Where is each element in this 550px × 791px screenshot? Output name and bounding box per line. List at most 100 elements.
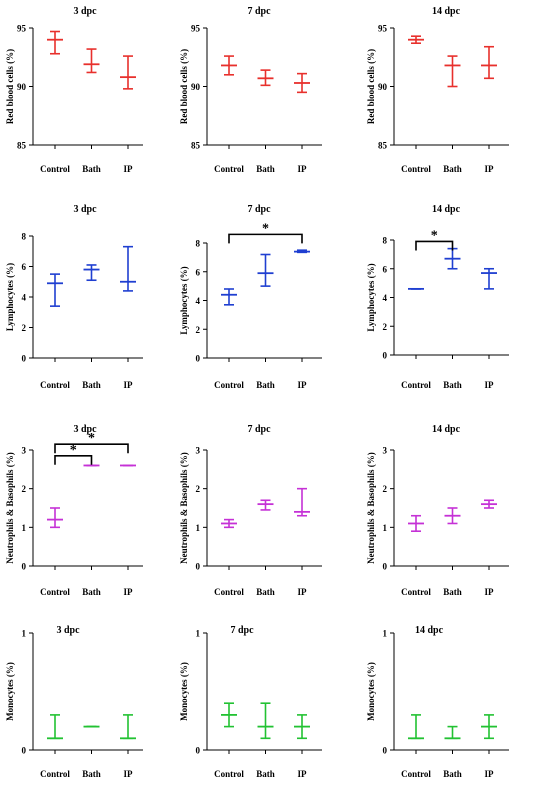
y-tick-label: 85 [191,141,201,151]
x-tick-label: Control [401,380,431,390]
y-tick-label: 3 [22,446,27,456]
x-tick-label: IP [298,164,308,174]
y-tick-label: 0 [196,562,201,572]
chart-panel-10: 3 dpc Monocytes (%) 0 1 Control Bath IP [5,625,143,779]
y-tick-label: 90 [17,82,27,92]
significance-bracket [228,233,303,244]
x-tick-label: Bath [443,164,462,174]
y-tick-label: 0 [22,746,27,756]
x-tick-label: IP [485,380,495,390]
y-tick-label: 85 [17,141,27,151]
chart-title: 14 dpc [432,6,461,17]
y-tick-label: 95 [191,24,201,34]
chart-title: 7 dpc [247,6,271,17]
y-tick-label: 4 [22,293,27,303]
y-tick-label: 1 [383,523,388,533]
x-tick-label: Bath [82,587,101,597]
chart-title: 3 dpc [73,424,97,435]
chart-panel-4: 3 dpc Lymphocytes (%) 0 2 4 6 8 Control Bath IP [5,204,143,390]
x-tick-label: IP [485,587,495,597]
y-axis-label: Neutrophils & Basophils (%) [179,452,189,564]
y-tick-label: 4 [196,296,201,306]
y-axis-label: Neutrophils & Basophils (%) [5,452,15,564]
y-axis-label: Red blood cells (%) [366,49,376,124]
chart-panel-5: 7 dpc Lymphocytes (%) 0 2 4 6 8 Control Bath IP * [179,204,322,390]
x-tick-label: IP [485,164,495,174]
y-tick-label: 8 [22,232,27,242]
chart-title: 7 dpc [247,424,271,435]
y-tick-label: 6 [383,264,388,274]
x-tick-label: Control [214,164,244,174]
y-tick-label: 6 [196,267,201,277]
significance-star: * [262,221,269,236]
significance-star: * [88,431,95,446]
y-tick-label: 8 [383,236,388,246]
y-tick-label: 85 [378,141,388,151]
chart-title: 7 dpc [247,204,271,215]
y-tick-label: 1 [22,629,27,639]
chart-panel-9: 14 dpc Neutrophils & Basophils (%) 0 1 2 3 Con… [366,424,509,597]
chart-title: 14 dpc [432,424,461,435]
x-tick-label: Bath [443,380,462,390]
significance-bracket [415,240,454,251]
y-tick-label: 2 [196,484,201,494]
significance-star: * [70,443,77,458]
y-axis-label: Monocytes (%) [5,662,15,721]
y-tick-label: 1 [22,523,27,533]
chart-title: 3 dpc [56,625,80,636]
chart-panel-6: 14 dpc Lymphocytes (%) 0 2 4 6 8 Control Bath IP * [366,204,509,390]
x-tick-label: Control [401,769,431,779]
y-tick-label: 1 [196,629,201,639]
x-tick-label: Bath [82,380,101,390]
y-tick-label: 6 [22,262,27,272]
x-tick-label: IP [124,769,134,779]
x-tick-label: Bath [443,587,462,597]
x-tick-label: IP [298,380,308,390]
chart-title: 14 dpc [415,625,444,636]
significance-star: * [431,228,438,243]
x-tick-label: Bath [256,380,275,390]
y-axis-label: Monocytes (%) [179,662,189,721]
y-tick-label: 0 [22,354,27,364]
x-tick-label: Bath [82,769,101,779]
chart-title: 7 dpc [230,625,254,636]
chart-panel-1: 3 dpc Red blood cells (%) 85 90 95 Control Bat… [5,6,143,174]
x-tick-label: Control [401,587,431,597]
y-tick-label: 1 [196,523,201,533]
y-tick-label: 2 [383,484,388,494]
x-tick-label: IP [485,769,495,779]
x-tick-label: Control [214,769,244,779]
y-tick-label: 2 [196,325,201,335]
y-axis-label: Monocytes (%) [366,662,376,721]
y-tick-label: 3 [196,446,201,456]
y-axis-label: Red blood cells (%) [179,49,189,124]
y-tick-label: 8 [196,239,201,249]
x-tick-label: IP [124,587,134,597]
chart-title: 3 dpc [73,204,97,215]
y-tick-label: 3 [383,446,388,456]
x-tick-label: Bath [256,587,275,597]
x-tick-label: IP [124,164,134,174]
x-tick-label: Bath [256,769,275,779]
x-tick-label: Control [40,587,70,597]
x-tick-label: Control [214,380,244,390]
y-tick-label: 0 [196,354,201,364]
significance-bracket [54,443,129,454]
y-tick-label: 2 [383,322,388,332]
y-tick-label: 90 [378,82,388,92]
x-tick-label: Bath [256,164,275,174]
x-tick-label: Control [40,164,70,174]
y-tick-label: 95 [17,24,27,34]
y-tick-label: 95 [378,24,388,34]
x-tick-label: Control [401,164,431,174]
x-tick-label: Control [40,380,70,390]
y-tick-label: 2 [22,484,27,494]
chart-panel-8: 7 dpc Neutrophils & Basophils (%) 0 1 2 3 Cont… [179,424,322,597]
chart-title: 3 dpc [73,6,97,17]
y-tick-label: 1 [383,629,388,639]
chart-title: 14 dpc [432,204,461,215]
chart-panel-12: 14 dpc Monocytes (%) 0 1 Control Bath IP [366,625,509,779]
y-axis-label: Lymphocytes (%) [366,263,376,331]
